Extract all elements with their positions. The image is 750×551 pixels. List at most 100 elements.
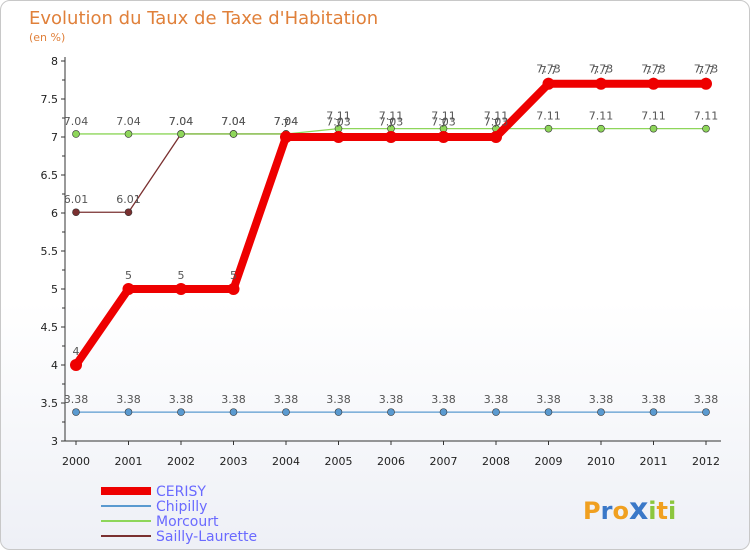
data-point-cerisy [227,283,240,295]
data-point-chipilly [702,408,710,416]
data-label-chipilly: 3.38 [64,393,89,406]
brand-letter: o [612,497,629,525]
brand-letter: P [583,497,601,525]
chart-subtitle: (en %) [29,31,65,44]
data-point-cerisy [542,77,555,90]
data-point-cerisy [490,131,502,143]
data-point-morcourt [72,130,80,138]
legend-label-cerisy: CERISY [156,484,206,500]
x-tick-label: 2005 [325,455,353,468]
data-label-chipilly: 3.38 [694,393,719,406]
data-point-morcourt [597,124,605,133]
x-tick-label: 2010 [587,455,615,468]
x-tick-label: 2009 [535,455,563,468]
brand-logo: Proxiti [583,492,676,527]
data-label-chipilly: 3.38 [326,393,351,406]
legend-label-chipilly: Chipilly [156,499,207,515]
brand-letter: i [668,497,676,525]
data-point-chipilly [72,408,80,416]
data-point-chipilly [544,408,553,416]
data-point-cerisy [175,283,187,295]
data-label-sailly-laurette: 6.01 [64,193,89,206]
data-point-chipilly [492,408,500,416]
axes: 3 3.5 4 4.5 5 5.5 6 6.5 7 7.5 8 2000 2001 2002 2003 200… [41,55,721,468]
data-point-chipilly [597,408,605,416]
x-tick-label: 2000 [62,455,90,468]
x-tick-label: 2008 [482,455,510,468]
y-tick-label: 7.5 [41,93,59,106]
y-tick-label: 3.5 [41,397,59,410]
y-tick-label: 6.5 [41,169,59,182]
data-label-sailly-laurette: 7.73 [536,63,561,76]
data-label-cerisy: 7.7 [540,64,558,77]
data-label-chipilly: 3.38 [274,393,299,406]
data-label-cerisy: 5 [230,269,237,282]
data-point-cerisy [332,131,345,143]
data-label-chipilly: 3.38 [589,393,614,406]
data-label-sailly-laurette: 7.04 [169,115,194,128]
data-label-morcourt: 7.11 [694,110,719,123]
data-label-chipilly: 3.38 [379,393,404,406]
y-tick-label: 7 [51,131,58,144]
data-labels: 6.01 6.017.04 7.04 7.04 7.03 7.03 7.03 7.037.73… [64,63,719,407]
data-point-morcourt [229,130,238,138]
data-label-morcourt: 7.11 [379,110,404,123]
data-label-cerisy: 7.7 [645,64,663,77]
brand-wordmark: Proxiti [583,492,676,527]
x-tick-label: 2002 [167,455,195,468]
data-label-chipilly: 3.38 [169,393,194,406]
data-point-cerisy [647,77,660,90]
data-point-cerisy [437,131,450,143]
data-label-sailly-laurette: 7.03 [326,116,351,129]
data-label-morcourt: 7.11 [326,110,351,123]
data-point-chipilly [439,408,448,416]
data-label-cerisy: 7 [335,117,342,130]
data-label-sailly-laurette: 7.03 [431,116,456,129]
series-line-sailly-laurette [75,80,707,213]
x-tick-label: 2003 [220,455,248,468]
brand-letter: t [657,497,668,525]
chart-title: Evolution du Taux de Taxe d'Habitation [29,8,378,29]
series-layer [70,77,712,416]
data-label-chipilly: 3.38 [116,393,141,406]
data-label-cerisy: 7 [283,117,290,130]
data-label-cerisy: 7.7 [592,64,610,77]
data-point-morcourt [702,124,710,133]
data-point-sailly-laurette [72,208,80,217]
data-label-sailly-laurette: 7.03 [484,116,509,129]
data-label-sailly-laurette: 6.01 [116,193,141,206]
data-label-sailly-laurette: 7.73 [694,63,719,76]
data-label-morcourt: 7.04 [116,115,141,128]
data-point-chipilly [282,408,290,416]
data-label-morcourt: 7.04 [169,115,194,128]
y-tick-label: 5.5 [41,245,59,258]
data-point-cerisy [280,131,292,143]
data-label-cerisy: 5 [125,269,132,282]
data-label-sailly-laurette: 7.03 [379,116,404,129]
data-label-cerisy: 5 [178,269,185,282]
y-tick-label: 4 [51,359,58,372]
x-tick-label: 2004 [272,455,300,468]
data-point-chipilly [649,408,658,416]
y-tick-label: 8 [51,55,58,68]
x-tick-label: 2007 [430,455,458,468]
legend-label-sailly-laurette: Sailly-Laurette [156,529,257,545]
data-point-cerisy [122,283,135,295]
x-tick-label: 2006 [377,455,405,468]
data-point-cerisy [700,77,712,90]
data-point-morcourt [649,124,658,133]
data-label-chipilly: 3.38 [221,393,246,406]
data-label-cerisy: 7.7 [697,64,715,77]
data-label-chipilly: 3.38 [641,393,666,406]
data-label-sailly-laurette: 7.04 [274,115,299,128]
data-label-morcourt: 7.11 [641,110,666,123]
brand-letter: r [601,497,613,525]
data-label-morcourt: 7.11 [431,110,456,123]
data-point-morcourt [544,124,553,133]
brand-letter: i [648,497,656,525]
x-tick-label: 2012 [692,455,720,468]
data-label-morcourt: 7.04 [64,115,89,128]
data-point-cerisy [595,77,607,90]
